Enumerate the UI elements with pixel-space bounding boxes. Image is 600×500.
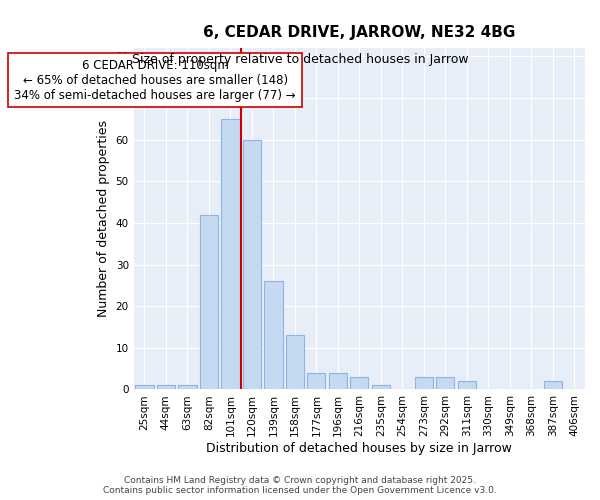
Bar bbox=[178, 386, 197, 390]
Bar bbox=[135, 386, 154, 390]
Bar bbox=[286, 336, 304, 390]
Bar bbox=[458, 381, 476, 390]
X-axis label: Distribution of detached houses by size in Jarrow: Distribution of detached houses by size … bbox=[206, 442, 512, 455]
Bar bbox=[350, 377, 368, 390]
Bar bbox=[200, 214, 218, 390]
Text: Size of property relative to detached houses in Jarrow: Size of property relative to detached ho… bbox=[131, 52, 469, 66]
Bar bbox=[329, 373, 347, 390]
Text: 6 CEDAR DRIVE: 110sqm
← 65% of detached houses are smaller (148)
34% of semi-det: 6 CEDAR DRIVE: 110sqm ← 65% of detached … bbox=[14, 58, 296, 102]
Bar bbox=[264, 281, 283, 390]
Bar bbox=[544, 381, 562, 390]
Bar bbox=[221, 119, 239, 390]
Bar bbox=[371, 386, 390, 390]
Title: 6, CEDAR DRIVE, JARROW, NE32 4BG: 6, CEDAR DRIVE, JARROW, NE32 4BG bbox=[203, 25, 515, 40]
Bar bbox=[415, 377, 433, 390]
Bar bbox=[157, 386, 175, 390]
Y-axis label: Number of detached properties: Number of detached properties bbox=[97, 120, 110, 318]
Bar bbox=[307, 373, 325, 390]
Text: Contains HM Land Registry data © Crown copyright and database right 2025.
Contai: Contains HM Land Registry data © Crown c… bbox=[103, 476, 497, 495]
Bar bbox=[436, 377, 454, 390]
Bar bbox=[243, 140, 261, 390]
